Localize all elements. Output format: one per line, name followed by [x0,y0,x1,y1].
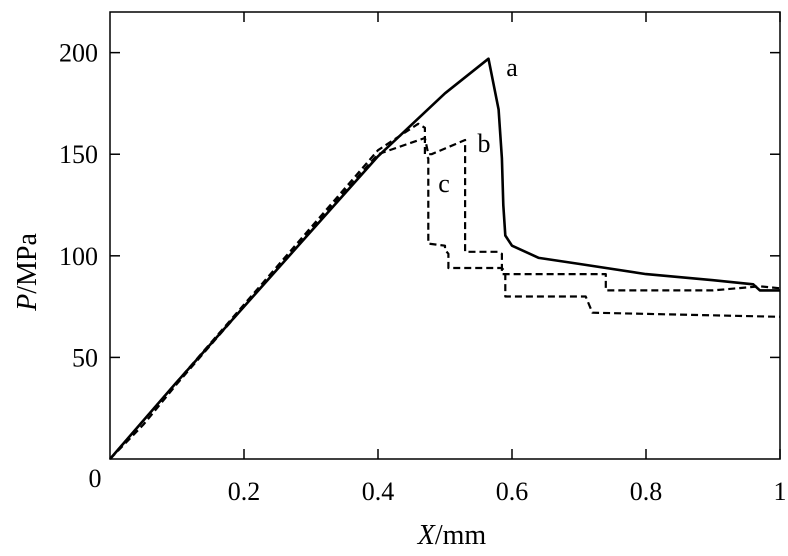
y-axis-label: P/MPa [12,233,43,312]
series-a-label: a [506,53,518,82]
series-b-label: b [478,129,491,158]
y-tick-label: 200 [59,39,98,68]
x-axis-label: X/mm [417,520,487,551]
series-c-label: c [438,169,450,198]
x-tick-label: 1 [774,477,787,506]
series-layer [109,57,781,460]
x-tick-label: 0.4 [362,477,395,506]
y-tick-label: 50 [72,343,98,372]
series-c-line [109,122,781,460]
y-tick-label: 100 [59,242,98,271]
x-tick-label: 0.2 [228,477,261,506]
x-tick-label: 0.8 [630,477,663,506]
x-tick-label: 0.6 [496,477,529,506]
origin-label: 0 [89,464,102,493]
labels-layer: a bc [438,53,518,198]
plot-frame [109,11,781,460]
series-a-line [109,57,780,460]
y-tick-label: 150 [59,140,98,169]
series-b-line [109,136,781,460]
